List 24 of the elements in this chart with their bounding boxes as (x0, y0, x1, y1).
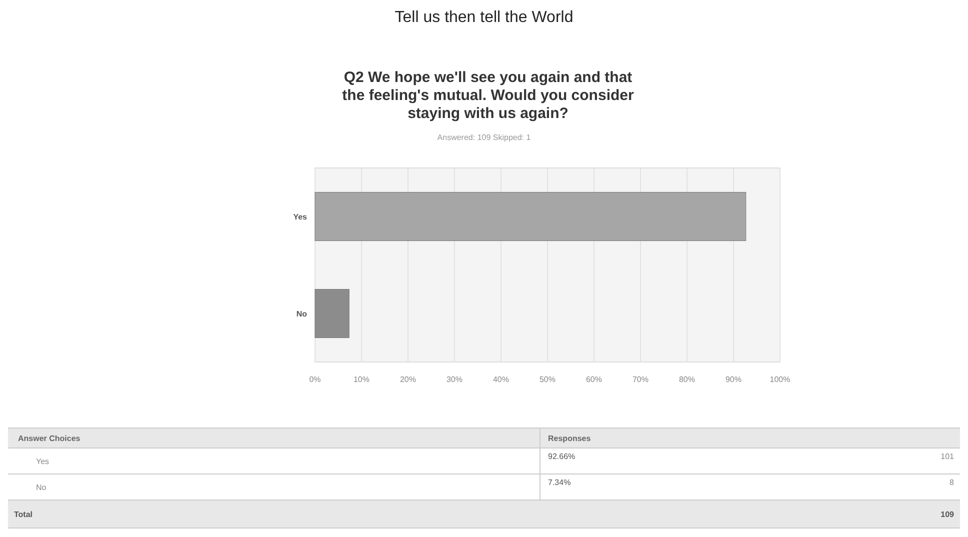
x-tick-label: 0% (309, 375, 321, 384)
category-label: Yes (36, 457, 50, 466)
chart-title: Tell us then tell the World (394, 9, 574, 26)
text: 101 (940, 452, 955, 461)
x-tick-label: 40% (492, 375, 510, 384)
text: 92.66% (548, 452, 576, 461)
x-tick-label: 50% (539, 375, 556, 384)
x-tick-label: 20% (400, 375, 416, 384)
text: Answer Choices (18, 434, 81, 443)
text: 8 (950, 478, 955, 487)
x-tick-label: 60% (586, 375, 602, 384)
text: 7.34% (548, 478, 571, 487)
text: Total (14, 510, 33, 519)
x-tick-label: 90% (725, 375, 742, 384)
x-tick-label: 10% (353, 375, 370, 384)
text: Answered: 109 Skipped: 1 (437, 133, 532, 142)
x-tick-label: 30% (446, 375, 463, 384)
text: Responses (548, 434, 592, 443)
x-tick-label: 80% (678, 375, 696, 384)
text: 109 (940, 510, 955, 519)
x-tick-label: 70% (632, 375, 649, 384)
category-label: No (36, 483, 46, 492)
chart-subtitle: Q2 We hope we'll see you again and that the feeling's mutual. Would you consider staying with us again? (342, 69, 634, 122)
x-tick-label: 100% (770, 375, 790, 384)
